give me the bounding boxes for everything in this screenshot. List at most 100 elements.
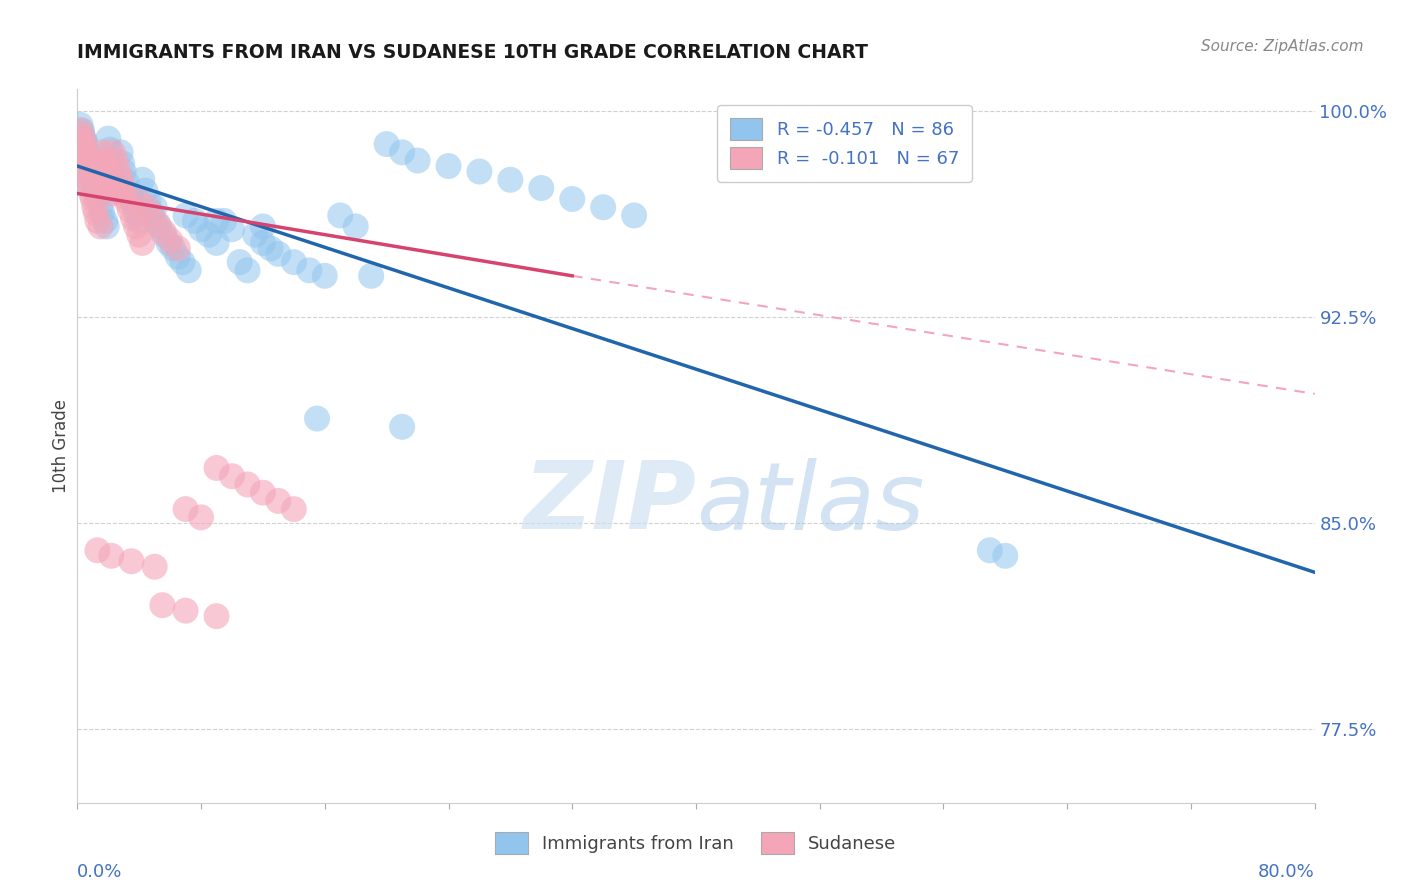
Point <box>131 173 153 187</box>
Point <box>76 145 98 160</box>
Point <box>80 164 103 178</box>
Text: atlas: atlas <box>696 458 924 549</box>
Point <box>70 145 93 160</box>
Text: ZIP: ZIP <box>523 457 696 549</box>
Point <box>94 153 117 168</box>
Point <box>101 164 124 178</box>
Point <box>391 419 413 434</box>
Point <box>111 178 134 193</box>
Point <box>122 194 145 209</box>
Point <box>252 485 274 500</box>
Point <box>77 151 100 165</box>
Point <box>344 219 367 234</box>
Point <box>375 137 398 152</box>
Legend: Immigrants from Iran, Sudanese: Immigrants from Iran, Sudanese <box>488 825 904 862</box>
Point <box>252 219 274 234</box>
Point <box>90 200 112 214</box>
Point <box>561 192 583 206</box>
Point <box>69 173 91 187</box>
Point <box>84 161 107 176</box>
Point <box>128 227 150 242</box>
Point <box>174 502 197 516</box>
Point <box>190 222 212 236</box>
Point <box>112 186 135 201</box>
Point <box>592 200 614 214</box>
Point <box>298 263 321 277</box>
Point <box>994 549 1017 563</box>
Point <box>314 268 336 283</box>
Point <box>307 411 329 425</box>
Point <box>94 169 117 184</box>
Point <box>79 151 101 165</box>
Point <box>83 178 105 193</box>
Point <box>72 134 94 148</box>
Point <box>94 214 117 228</box>
Point <box>283 255 305 269</box>
Point <box>100 153 122 168</box>
Point <box>79 148 101 162</box>
Point <box>70 128 93 143</box>
Point <box>177 263 200 277</box>
Point <box>148 219 170 234</box>
Text: IMMIGRANTS FROM IRAN VS SUDANESE 10TH GRADE CORRELATION CHART: IMMIGRANTS FROM IRAN VS SUDANESE 10TH GR… <box>77 44 869 62</box>
Point <box>391 145 413 160</box>
Point <box>86 214 108 228</box>
Point <box>118 202 141 217</box>
Point <box>115 194 138 209</box>
Point <box>67 131 90 145</box>
Point <box>105 184 128 198</box>
Point <box>75 159 96 173</box>
Point <box>107 184 129 198</box>
Point <box>131 235 153 250</box>
Point <box>105 173 128 187</box>
Point <box>125 205 148 219</box>
Point <box>97 131 120 145</box>
Point <box>111 156 134 170</box>
Point <box>125 219 148 234</box>
Point <box>112 164 135 178</box>
Text: 80.0%: 80.0% <box>1258 863 1315 881</box>
Point <box>86 543 108 558</box>
Point <box>75 137 96 152</box>
Point <box>90 167 112 181</box>
Point <box>221 222 243 236</box>
Point <box>115 176 138 190</box>
Point <box>134 184 156 198</box>
Point <box>190 510 212 524</box>
Point <box>499 173 522 187</box>
Point <box>82 173 104 187</box>
Point <box>69 137 91 152</box>
Point <box>143 200 166 214</box>
Point <box>101 145 124 160</box>
Point <box>121 192 143 206</box>
Point <box>141 209 163 223</box>
Point <box>236 263 259 277</box>
Point <box>79 178 101 193</box>
Point <box>118 186 141 201</box>
Point <box>260 241 283 255</box>
Point <box>283 502 305 516</box>
Point <box>83 200 105 214</box>
Point <box>205 214 228 228</box>
Point <box>121 554 143 568</box>
Point <box>221 469 243 483</box>
Point <box>146 217 169 231</box>
Point <box>84 205 107 219</box>
Point <box>623 209 645 223</box>
Point <box>267 247 290 261</box>
Point <box>236 477 259 491</box>
Point <box>184 214 207 228</box>
Point <box>105 181 128 195</box>
Point <box>245 227 267 242</box>
Point <box>84 186 107 201</box>
Y-axis label: 10th Grade: 10th Grade <box>52 399 70 493</box>
Point <box>329 209 352 223</box>
Point <box>97 178 120 193</box>
Point <box>112 189 135 203</box>
Point <box>153 225 176 239</box>
Point <box>530 181 553 195</box>
Point <box>167 241 190 255</box>
Point <box>94 173 117 187</box>
Point <box>205 609 228 624</box>
Point <box>75 134 96 148</box>
